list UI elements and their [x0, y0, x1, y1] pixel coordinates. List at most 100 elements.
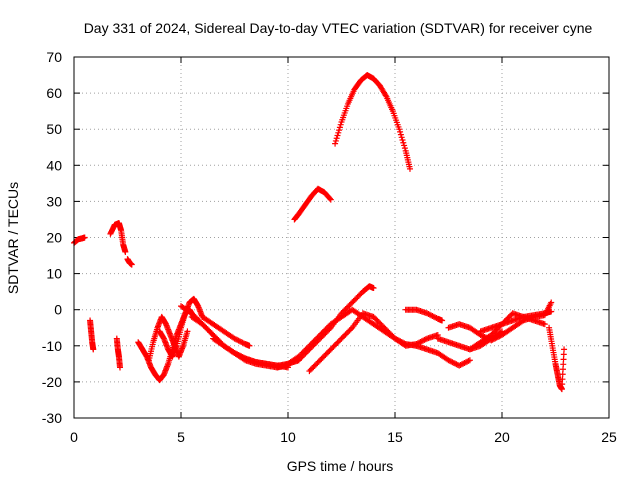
data-point	[346, 302, 353, 309]
data-point	[398, 134, 405, 141]
data-point	[323, 325, 330, 332]
series-arc-x	[546, 324, 568, 393]
series-arc-s	[413, 342, 473, 369]
series-arc-d	[124, 256, 135, 268]
data-point	[387, 331, 394, 338]
y-tick-label: 50	[46, 121, 62, 137]
data-point	[326, 347, 333, 354]
data-point	[207, 329, 214, 336]
data-point	[128, 261, 135, 268]
data-point	[336, 127, 343, 134]
data-point	[202, 323, 209, 330]
data-point	[548, 308, 555, 315]
data-point	[379, 323, 386, 330]
data-point	[350, 298, 357, 305]
data-point	[236, 338, 243, 345]
data-point	[400, 139, 407, 146]
data-point	[464, 358, 471, 365]
data-point	[297, 352, 304, 359]
data-point	[488, 337, 495, 344]
data-point	[507, 313, 514, 320]
data-point	[234, 336, 241, 343]
data-point	[426, 311, 433, 318]
data-point	[313, 336, 320, 343]
data-point	[374, 317, 381, 324]
series-arc-c	[107, 220, 129, 255]
data-point	[323, 350, 330, 357]
data-point	[417, 338, 424, 345]
data-point	[314, 359, 321, 366]
x-axis-label: GPS time / hours	[287, 458, 394, 474]
series-arc-w	[477, 308, 555, 335]
data-point	[496, 333, 503, 340]
data-point	[204, 326, 211, 333]
data-point	[492, 335, 499, 342]
y-axis-label: SDTVAR / TECUs	[5, 182, 21, 294]
data-point	[307, 366, 314, 373]
data-point	[335, 129, 342, 136]
data-point	[235, 337, 242, 344]
data-point	[424, 310, 431, 317]
data-point	[418, 338, 425, 345]
data-point	[333, 135, 340, 142]
data-point	[327, 346, 334, 353]
series-arc-n	[332, 72, 413, 172]
y-tick-label: 60	[46, 85, 62, 101]
data-point	[490, 336, 497, 343]
data-point	[460, 360, 467, 367]
y-tick-label: 0	[54, 302, 62, 318]
data-point	[198, 319, 205, 326]
data-point	[343, 304, 350, 311]
data-point	[302, 346, 309, 353]
data-point	[322, 351, 329, 358]
data-point	[382, 92, 389, 99]
data-point	[199, 321, 206, 328]
data-point	[386, 330, 393, 337]
data-point	[339, 334, 346, 341]
data-point	[429, 313, 436, 320]
data-point	[90, 346, 97, 353]
data-point	[336, 124, 343, 131]
data-point	[338, 335, 345, 342]
data-point	[397, 128, 404, 135]
data-point	[385, 328, 392, 335]
data-point	[295, 353, 302, 360]
data-point	[334, 339, 341, 346]
data-point	[375, 319, 382, 326]
data-point	[461, 359, 468, 366]
data-point	[81, 234, 88, 241]
data-point	[343, 330, 350, 337]
data-point	[456, 362, 463, 369]
data-point	[330, 343, 337, 350]
data-point	[349, 299, 356, 306]
data-point	[208, 330, 215, 337]
data-point	[332, 137, 339, 144]
data-point	[196, 318, 203, 325]
data-point	[238, 338, 245, 345]
data-point	[305, 344, 312, 351]
data-point	[354, 294, 361, 301]
data-point	[445, 357, 452, 364]
data-point	[430, 313, 437, 320]
data-point	[325, 323, 332, 330]
data-point	[313, 361, 320, 368]
series-arc-k	[199, 313, 253, 349]
series-arc-b	[87, 317, 97, 353]
data-point	[373, 316, 380, 323]
data-point	[335, 338, 342, 345]
data-point	[493, 334, 500, 341]
data-point	[345, 303, 352, 310]
data-point	[342, 331, 349, 338]
y-tick-label: -20	[42, 374, 62, 390]
y-tick-label: 40	[46, 157, 62, 173]
data-point	[457, 361, 464, 368]
data-point	[310, 364, 317, 371]
x-tick-label: 20	[494, 429, 510, 445]
data-point	[329, 345, 336, 352]
data-point	[184, 328, 191, 335]
y-tick-label: -10	[42, 338, 62, 354]
data-point	[446, 357, 453, 364]
data-point	[462, 359, 469, 366]
data-point	[332, 140, 339, 147]
